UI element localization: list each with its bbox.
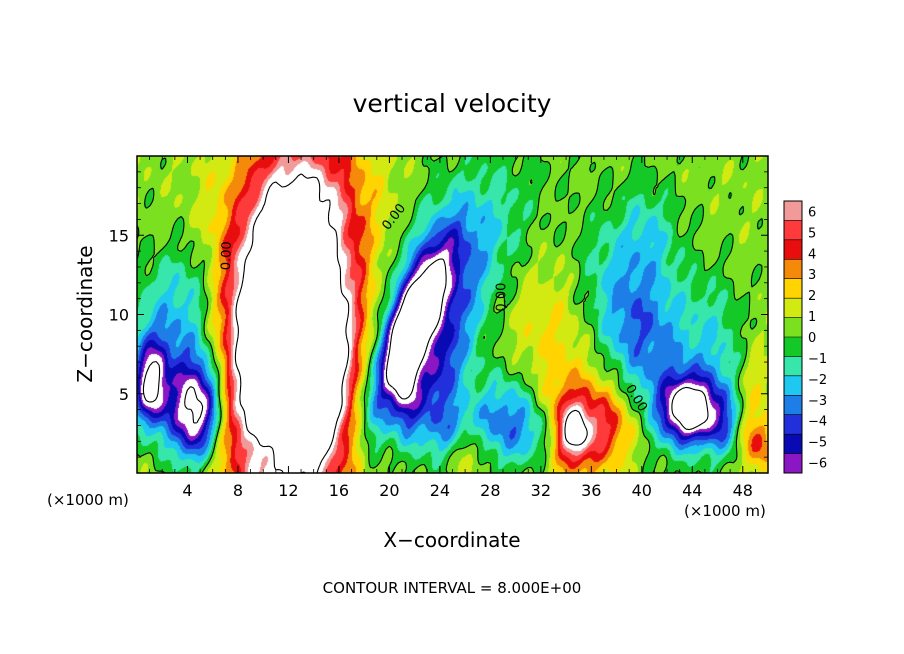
- y-axis-label: Z−coordinate: [73, 245, 97, 382]
- y-tick-label-5: 5: [119, 385, 129, 404]
- colorbar-swatch-13: [784, 453, 802, 474]
- x-tick-label-20: 20: [379, 481, 399, 500]
- colorbar-swatch-8: [784, 356, 802, 377]
- y-tick-label-15: 15: [109, 226, 129, 245]
- colorbar-label-1: 5: [808, 226, 816, 241]
- colorbar-label-2: 4: [808, 247, 816, 262]
- colorbar-label-5: 1: [808, 310, 816, 325]
- x-tick-label-4: 4: [182, 481, 192, 500]
- colorbar-label-9: −3: [808, 394, 827, 409]
- x-unit-left: (×1000 m): [47, 491, 129, 509]
- contour-label-0: 0.00: [219, 241, 235, 270]
- y-tick-label-10: 10: [109, 306, 129, 325]
- contour-interval-footer: CONTOUR INTERVAL = 8.000E+00: [323, 579, 582, 597]
- colorbar-label-10: −4: [808, 415, 827, 430]
- chart-title: vertical velocity: [353, 89, 552, 118]
- heatmap-image: [137, 156, 768, 473]
- colorbar-label-12: −6: [808, 457, 827, 472]
- colorbar-swatch-4: [784, 278, 802, 299]
- colorbar-label-4: 2: [808, 289, 816, 304]
- colorbar-swatch-6: [784, 317, 802, 338]
- colorbar-swatch-0: [784, 201, 802, 221]
- contour-positive-8: [234, 173, 588, 473]
- contour-label-2: 0.00: [495, 283, 510, 312]
- x-axis: 4 8 12 16 20 24 28 32 36 40 44 48: [149, 156, 756, 500]
- contour-lines: [137, 156, 763, 473]
- x-tick-label-12: 12: [278, 481, 298, 500]
- y-axis: 5 10 15: [109, 171, 768, 458]
- colorbar-swatch-5: [784, 298, 802, 318]
- x-tick-label-8: 8: [233, 481, 243, 500]
- contour-zero: [137, 156, 763, 473]
- x-tick-label-36: 36: [581, 481, 601, 500]
- contour-negative-8: [142, 258, 709, 431]
- x-tick-label-44: 44: [682, 481, 702, 500]
- colorbar-label-7: −1: [808, 352, 827, 367]
- colorbar: 6 5 4 3 2 1 0 −1 −2 −3 −4 −5 −6: [783, 200, 827, 474]
- x-tick-label-28: 28: [480, 481, 500, 500]
- colorbar-label-3: 3: [808, 268, 816, 283]
- colorbar-label-8: −2: [808, 373, 827, 388]
- colorbar-swatch-11: [784, 414, 802, 435]
- colorbar-swatch-9: [784, 375, 802, 396]
- x-tick-label-32: 32: [531, 481, 551, 500]
- colorbar-swatch-1: [784, 220, 802, 241]
- colorbar-swatch-10: [784, 395, 802, 416]
- x-tick-label-48: 48: [733, 481, 753, 500]
- x-tick-label-24: 24: [430, 481, 450, 500]
- plot-area: 0.000.000.000.00: [136, 155, 769, 474]
- x-tick-label-40: 40: [632, 481, 652, 500]
- x-axis-label: X−coordinate: [383, 528, 520, 552]
- colorbar-swatch-2: [784, 239, 802, 260]
- colorbar-swatch-7: [784, 337, 802, 357]
- colorbar-swatch-12: [784, 434, 802, 454]
- colorbar-label-11: −5: [808, 436, 827, 451]
- colorbar-label-0: 6: [808, 206, 816, 221]
- x-unit-right: (×1000 m): [684, 502, 766, 520]
- x-tick-label-16: 16: [329, 481, 349, 500]
- colorbar-swatch-3: [784, 259, 802, 280]
- colorbar-label-6: 0: [808, 331, 816, 346]
